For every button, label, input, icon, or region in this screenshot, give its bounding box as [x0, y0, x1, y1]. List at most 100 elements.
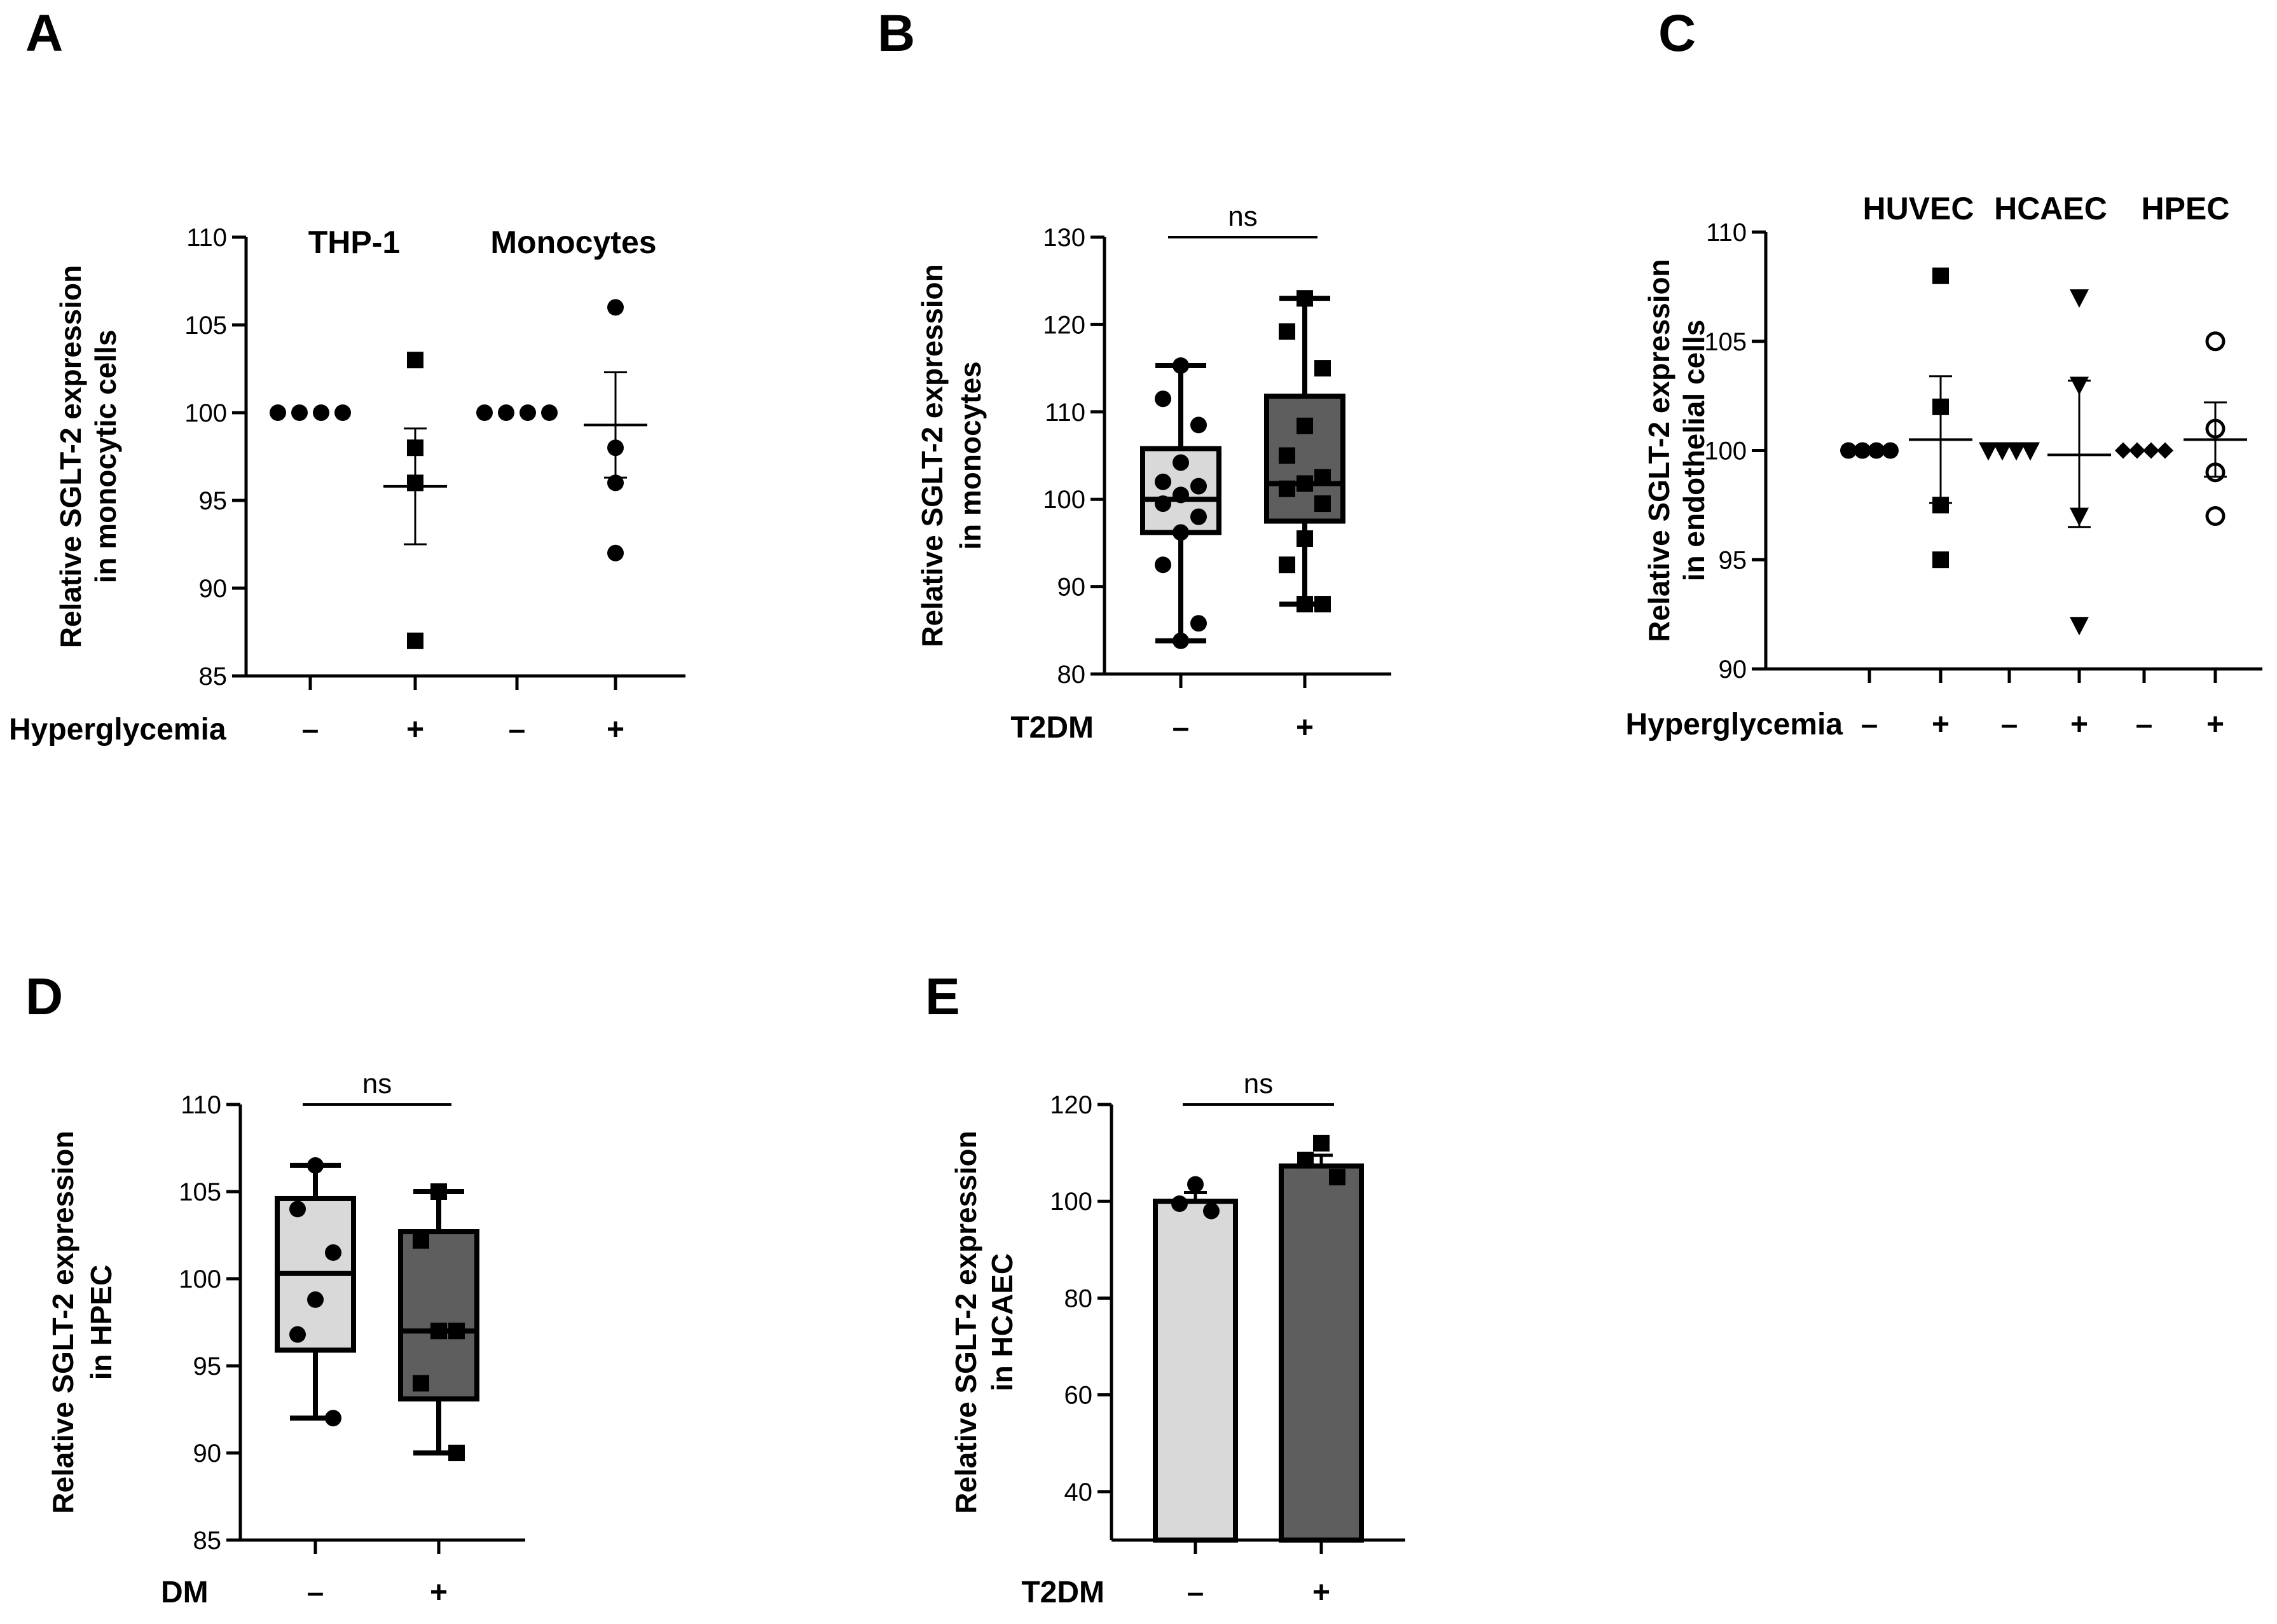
y-axis-label: in endothelial cells [1677, 320, 1710, 582]
panel-letter: B [877, 4, 915, 62]
data-point [2070, 617, 2089, 636]
data-point [1297, 475, 1313, 492]
data-point [1190, 416, 1207, 434]
group-label: HUVEC [1862, 191, 1974, 226]
condition-sign: – [1861, 708, 1878, 741]
condition-label: T2DM [1010, 711, 1094, 745]
series-3 [476, 404, 558, 421]
condition-sign: + [430, 1576, 448, 1609]
series-1 [270, 404, 351, 421]
condition-sign: + [2070, 708, 2088, 741]
data-point [498, 404, 514, 421]
data-point [1314, 360, 1331, 377]
data-point [1868, 442, 1885, 459]
box [398, 1229, 479, 1402]
data-point [1314, 596, 1331, 613]
data-point [1279, 323, 1295, 340]
significance-label: ns [362, 1068, 392, 1099]
data-point [2205, 506, 2225, 526]
data-point [325, 1410, 341, 1427]
y-tick-label: 95 [199, 487, 228, 515]
data-point [1187, 1176, 1204, 1193]
series-1 [275, 1157, 356, 1427]
panel-letter: D [25, 968, 63, 1026]
data-point [313, 404, 329, 421]
data-point [2157, 442, 2173, 459]
data-point [413, 1232, 429, 1249]
data-point [519, 404, 536, 421]
condition-sign: + [1312, 1576, 1330, 1609]
data-point [1297, 596, 1313, 613]
significance-label: ns [1244, 1068, 1273, 1099]
y-tick-label: 110 [181, 1091, 221, 1119]
group-label: HCAEC [1994, 191, 2107, 226]
y-axis-label: Relative SGLT-2 expression [949, 1131, 982, 1514]
data-point [1203, 1202, 1220, 1220]
condition-label: T2DM [1021, 1576, 1104, 1609]
data-point [2115, 442, 2131, 459]
y-tick-label: 120 [1043, 311, 1085, 339]
series-1 [1153, 1176, 1238, 1543]
y-axis-label: in monocytes [954, 361, 987, 550]
y-tick-label: 90 [193, 1440, 222, 1468]
data-point [607, 474, 624, 492]
panel-c: C 90 95 100 105 110 Relative SGLT-2 expression… [1625, 4, 2262, 741]
data-point [1313, 1134, 1330, 1152]
data-point [607, 544, 624, 561]
condition-sign: – [307, 1576, 324, 1609]
condition-sign: – [1187, 1576, 1204, 1609]
y-tick-label: 90 [1057, 574, 1086, 602]
condition-label: DM [161, 1576, 209, 1609]
data-point [1190, 615, 1207, 632]
condition-sign: – [509, 713, 526, 747]
y-tick-label: 85 [193, 1527, 222, 1555]
data-point [1155, 556, 1171, 574]
y-axis-label: Relative SGLT-2 expression [1642, 259, 1675, 642]
data-point [448, 1323, 465, 1340]
data-point [1155, 495, 1171, 513]
data-point [407, 632, 423, 649]
data-point [1329, 1169, 1345, 1186]
y-axis-label: in monocytic cells [89, 330, 122, 584]
data-point [1297, 417, 1313, 434]
data-point [289, 1201, 306, 1218]
data-point [1171, 1195, 1188, 1213]
condition-sign: + [607, 713, 624, 747]
data-point [413, 1375, 429, 1392]
data-point [448, 1445, 465, 1461]
data-point [307, 1157, 324, 1174]
series-3 [1979, 442, 2040, 461]
series-2 [1264, 290, 1345, 613]
y-tick-label: 85 [199, 663, 228, 691]
y-axis-label: in HCAEC [986, 1253, 1019, 1391]
bar [1279, 1163, 1364, 1543]
data-point [1190, 478, 1207, 495]
data-point [1173, 357, 1189, 374]
data-point [1190, 508, 1207, 525]
data-point [407, 352, 423, 369]
series-2 [1909, 267, 1972, 568]
group-label: Monocytes [490, 224, 656, 260]
y-tick-label: 90 [199, 575, 228, 603]
y-tick-label: 90 [1719, 656, 1747, 684]
data-point [2070, 289, 2089, 308]
panel-d: D 85 90 95 100 105 110 Relative SGLT-2 expressi… [25, 968, 525, 1609]
data-point [1993, 442, 2012, 461]
condition-sign: + [406, 713, 424, 747]
y-tick-label: 80 [1057, 661, 1086, 689]
data-point [1932, 267, 1949, 284]
data-point [1279, 556, 1295, 574]
data-point [334, 404, 351, 421]
series-1 [1840, 442, 1899, 459]
data-point [1297, 290, 1313, 307]
condition-sign: + [1932, 708, 1950, 741]
data-point [291, 404, 308, 421]
data-point [1882, 442, 1899, 459]
y-tick-label: 105 [1704, 328, 1747, 356]
condition-sign: – [2001, 708, 2018, 741]
panel-e: E 40 60 80 100 120 Relative SGLT-2 expression i… [925, 968, 1405, 1609]
data-point [541, 404, 558, 421]
series-6 [2184, 331, 2247, 526]
y-axis-label: in HPEC [85, 1265, 118, 1380]
